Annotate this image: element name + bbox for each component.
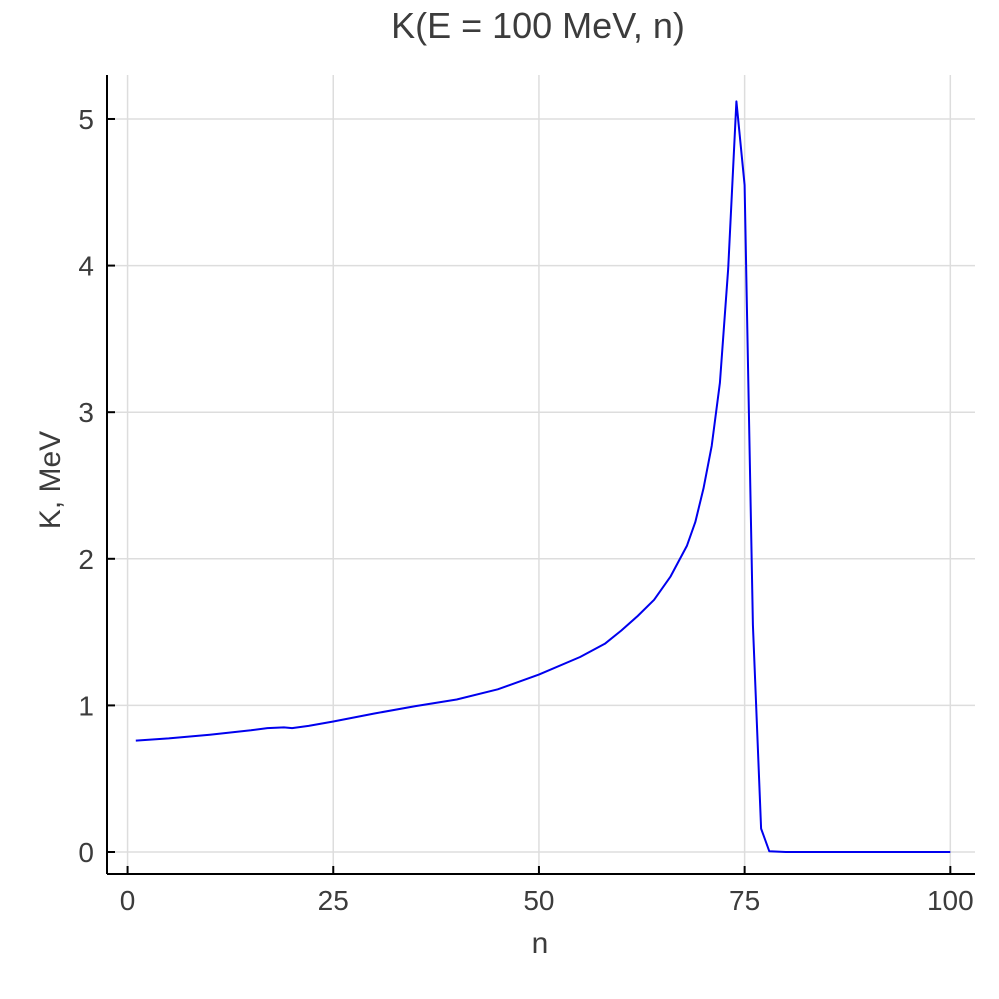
ticks: 0 25 50 75 100 0 1 2 3 4 5 [78,104,973,916]
x-tick-label: 75 [729,885,760,916]
x-tick-label: 100 [927,885,974,916]
chart-title: K(E = 100 MeV, n) [391,5,685,46]
y-tick-label: 5 [78,104,94,135]
x-tick-label: 50 [523,885,554,916]
y-tick-label: 4 [78,251,94,282]
y-tick-label: 1 [78,690,94,721]
x-tick-label: 25 [318,885,349,916]
grid [107,75,975,874]
x-axis-label: n [532,927,549,960]
y-tick-label: 2 [78,544,94,575]
y-tick-label: 0 [78,837,94,868]
series-line [135,100,951,853]
y-axis-label: K, MeV [34,431,67,529]
y-tick-label: 3 [78,397,94,428]
axes [106,75,975,875]
x-tick-label: 0 [120,885,136,916]
series-layer [135,100,951,853]
